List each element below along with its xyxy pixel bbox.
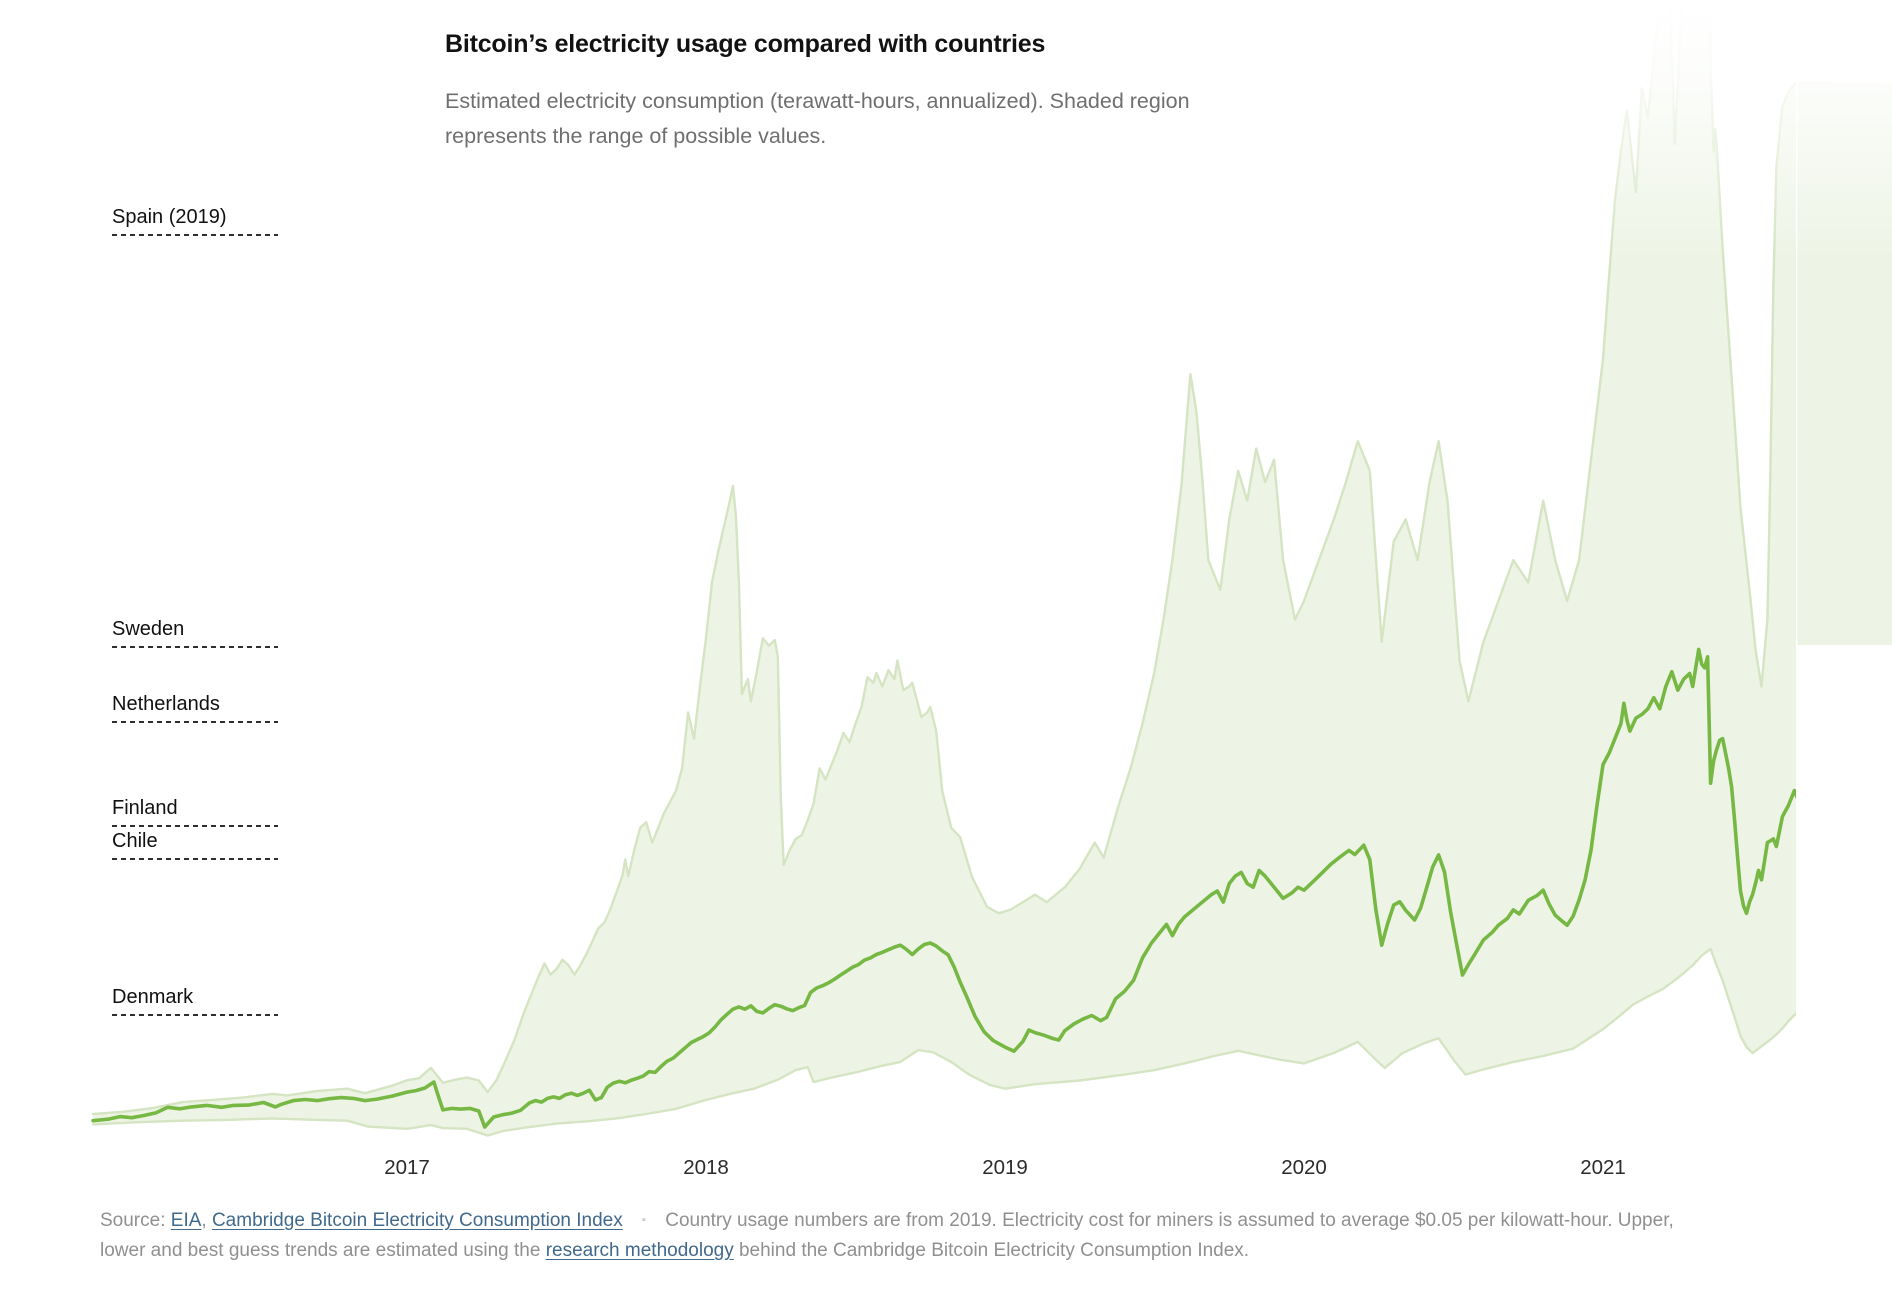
reference-dashed-rule-finland [112, 824, 278, 827]
chart-subtitle: Estimated electricity consumption (teraw… [445, 84, 1190, 154]
source-link-cbeci[interactable]: Cambridge Bitcoin Electricity Consumptio… [211, 1210, 623, 1231]
source-footer-line1: Source: EIA, Cambridge Bitcoin Electrici… [100, 1210, 1674, 1231]
reference-line-finland: Finland [112, 797, 278, 827]
reference-line-netherlands: Netherlands [112, 693, 278, 723]
source-footer-line2: lower and best guess trends are estimate… [100, 1240, 1250, 1261]
research-methodology-link[interactable]: research methodology [545, 1240, 734, 1261]
source-footer: Source: EIA, Cambridge Bitcoin Electrici… [100, 1205, 1674, 1266]
chart-subtitle-line2: represents the range of possible values. [445, 124, 827, 148]
x-tick-2020: 2020 [1281, 1156, 1327, 1179]
reference-line-chile: Chile [112, 830, 278, 861]
chart-title: Bitcoin’s electricity usage compared wit… [445, 30, 1046, 58]
reference-label-finland: Finland [112, 796, 178, 819]
x-tick-2017: 2017 [384, 1156, 430, 1179]
x-tick-2018: 2018 [683, 1156, 729, 1179]
footer-separator-square: ▪ [642, 1214, 646, 1226]
source-link-eia[interactable]: EIA [170, 1210, 202, 1231]
x-tick-2021: 2021 [1580, 1156, 1626, 1179]
source-label: Source: [100, 1210, 166, 1231]
lower-bound-line [91, 947, 1796, 1137]
reference-label-spain-2019: Spain (2019) [112, 205, 227, 228]
reference-dashed-rule-netherlands [112, 720, 278, 723]
range-band-area [93, 0, 1796, 1136]
reference-label-sweden: Sweden [112, 618, 185, 641]
reference-line-sweden: Sweden [112, 618, 278, 649]
reference-line-denmark: Denmark [112, 986, 278, 1017]
reference-line-spain-2019: Spain (2019) [112, 206, 278, 236]
reference-dashed-rule-chile [112, 858, 278, 861]
footer-note-line1: Country usage numbers are from 2019. Ele… [665, 1210, 1674, 1231]
chart-subtitle-line1: Estimated electricity consumption (teraw… [445, 89, 1190, 113]
reference-label-chile: Chile [112, 830, 158, 853]
reference-label-denmark: Denmark [112, 986, 194, 1009]
x-tick-2019: 2019 [982, 1156, 1028, 1179]
reference-dashed-rule-sweden [112, 646, 278, 649]
best-guess-line [91, 647, 1796, 1129]
reference-label-netherlands: Netherlands [112, 692, 220, 715]
reference-dashed-rule-denmark [112, 1014, 278, 1017]
reference-dashed-rule-spain-2019 [112, 233, 278, 236]
